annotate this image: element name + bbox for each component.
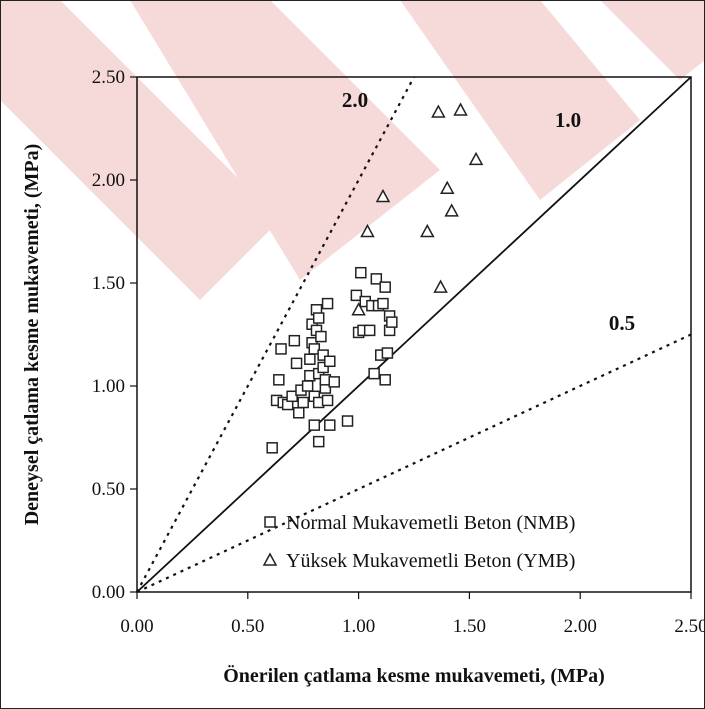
legend-marker-ymb [262,552,278,566]
nmb-point [288,334,301,347]
ymb-point [444,203,459,217]
data-points [266,102,484,454]
nmb-point [350,289,363,302]
nmb-point [355,266,367,279]
x-tick-label: 2.50 [674,616,705,637]
reference-line-label: 1.0 [555,108,581,132]
ymb-point [375,188,391,203]
legend-marker-nmb [264,516,276,528]
nmb-point [275,343,287,355]
ymb-point [431,104,446,118]
nmb-point [370,273,383,285]
legend-label-ymb: Yüksek Mukavemetli Beton (YMB) [286,550,575,572]
x-tick-label: 2.00 [564,616,597,637]
nmb-point [324,355,336,368]
y-tick-label: 2.00 [92,170,125,191]
nmb-point [317,349,329,361]
ymb-point [468,151,484,166]
ymb-point [420,223,435,238]
reference-lines: 2.0 1.0 0.5 [136,76,692,593]
nmb-point [317,361,329,374]
nmb-point [386,316,398,328]
reference-line-label: 0.5 [609,311,635,335]
x-tick-label: 0.00 [120,616,153,637]
nmb-point [321,297,334,310]
x-axis-label: Önerilen çatlama kesme mukavemeti, (MPa) [223,664,605,687]
nmb-point [341,415,354,427]
nmb-point [273,374,285,386]
nmb-point [312,312,325,324]
nmb-point [379,281,391,293]
watermark-stripe [600,0,705,80]
nmb-point [308,343,321,355]
reference-line-label: 2.0 [342,88,368,112]
y-tick-label: 0.00 [92,582,125,603]
legend: Normal Mukavemetli Beton (NMB) Yüksek Muk… [262,512,575,572]
ymb-point [433,279,448,293]
nmb-point [328,376,340,388]
nmb-point [286,390,298,403]
ymb-point [360,223,375,238]
watermark-stripe [130,0,440,280]
nmb-point [297,396,309,409]
nmb-point [368,367,380,380]
y-tick-label: 1.50 [92,273,125,294]
x-tick-label: 1.00 [342,616,375,637]
nmb-point [363,324,376,337]
ymb-point [439,180,455,194]
reference-line-0-5 [136,333,692,593]
ymb-point [351,302,366,316]
nmb-point [377,297,389,310]
ymb-point [453,102,468,116]
reference-line-1-0 [136,76,692,593]
y-axis-label: Deneysel çatlama kesme mukavemeti, (MPa) [21,144,43,526]
nmb-point [315,330,327,343]
nmb-point [312,435,325,448]
nmb-point [290,357,303,370]
axes: 0.000.000.500.501.001.001.501.502.002.00… [21,67,705,687]
nmb-point [308,419,321,431]
y-tick-label: 0.50 [92,479,125,500]
nmb-point [381,347,394,359]
nmb-point [379,374,391,386]
y-tick-label: 1.00 [92,376,125,397]
nmb-point [324,419,336,431]
y-tick-label: 2.50 [92,67,125,88]
reference-line-2-0 [136,76,415,593]
nmb-point [266,442,278,454]
nmb-point [321,394,334,407]
x-tick-label: 0.50 [231,616,264,637]
legend-label-nmb: Normal Mukavemetli Beton (NMB) [286,512,575,534]
watermark-stripe [400,0,640,200]
watermark-stripe [0,0,280,300]
x-tick-label: 1.50 [453,616,486,637]
